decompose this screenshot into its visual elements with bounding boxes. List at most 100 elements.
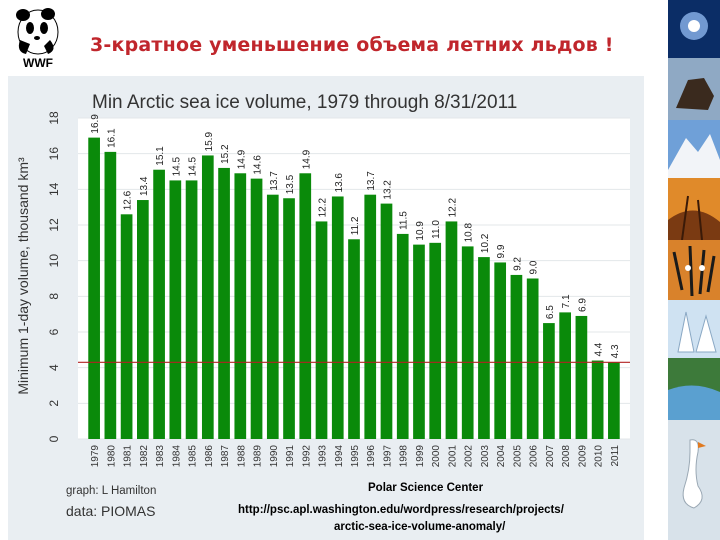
swan-photo-icon	[668, 420, 720, 540]
x-tick-label: 1994	[334, 445, 345, 468]
bar	[608, 362, 620, 439]
x-tick-label: 2009	[577, 445, 588, 468]
y-tick-label: 14	[47, 182, 61, 196]
value-label: 6.5	[545, 305, 556, 319]
value-label: 10.9	[415, 221, 426, 241]
value-label: 14.5	[188, 157, 199, 177]
value-label: 15.2	[220, 144, 231, 164]
x-tick-label: 1980	[106, 445, 117, 468]
y-tick-label: 18	[47, 111, 61, 125]
value-label: 14.9	[301, 149, 312, 169]
y-tick-label: 8	[47, 293, 61, 300]
value-label: 14.9	[236, 149, 247, 169]
horse-photo-icon	[668, 58, 720, 120]
bar	[218, 167, 230, 439]
value-label: 15.9	[204, 132, 215, 152]
value-label: 9.2	[512, 257, 523, 271]
x-tick-label: 2000	[431, 445, 442, 468]
x-tick-label: 1981	[123, 445, 134, 468]
value-label: 11.5	[399, 211, 410, 230]
value-label: 12.2	[447, 198, 458, 218]
bar	[283, 198, 295, 439]
space-photo-icon	[668, 0, 720, 58]
value-label: 15.1	[155, 146, 166, 166]
y-tick-labels: 0 2 4 6 8 10 12 14 16 18	[47, 111, 61, 442]
value-labels: 16.9 16.1 12.6 13.4 15.1 14.5 14.5 15.9 15.2 14.9…	[90, 114, 621, 359]
value-label: 6.9	[577, 298, 588, 312]
value-label: 7.1	[561, 294, 572, 308]
x-tick-label: 1996	[366, 445, 377, 468]
value-label: 13.7	[269, 171, 280, 191]
bar	[104, 151, 117, 439]
source-url-line-2[interactable]: arctic-sea-ice-volume-anomaly/	[334, 521, 506, 533]
bar	[526, 278, 539, 439]
x-tick-label: 1986	[204, 445, 215, 468]
x-tick-label: 2008	[561, 445, 572, 468]
x-tick-label: 1984	[171, 445, 182, 468]
data-credit: data: PIOMAS	[66, 503, 156, 519]
value-label: 11.2	[350, 216, 361, 235]
value-label: 13.4	[139, 176, 150, 196]
x-tick-label: 1997	[382, 445, 393, 468]
y-tick-label: 6	[47, 328, 61, 335]
value-label: 11.0	[431, 220, 442, 239]
bar	[543, 323, 555, 439]
value-label: 10.8	[464, 222, 475, 242]
bar	[120, 214, 133, 439]
value-label: 13.7	[366, 171, 377, 191]
bar	[364, 194, 377, 439]
x-tick-label: 1979	[90, 445, 101, 468]
value-label: 4.4	[594, 342, 605, 356]
x-tick-label: 1995	[350, 445, 361, 468]
graph-credit: graph: L Hamilton	[66, 485, 157, 497]
bar	[169, 180, 182, 439]
tiger-photo-icon	[668, 240, 720, 300]
value-label: 9.0	[529, 260, 540, 274]
bar	[413, 244, 425, 439]
x-tick-label: 1992	[301, 445, 312, 468]
bar	[315, 221, 328, 439]
bar	[429, 242, 442, 439]
value-label: 14.5	[171, 157, 182, 177]
x-tick-label: 2001	[447, 445, 458, 468]
value-label: 16.9	[90, 114, 101, 134]
x-tick-label: 2007	[545, 445, 556, 468]
source-center: Polar Science Center	[368, 482, 484, 494]
value-label: 12.2	[318, 198, 329, 218]
wwf-logo-text: WWF	[23, 56, 53, 70]
bar	[185, 180, 198, 439]
value-label: 16.1	[106, 128, 117, 148]
value-label: 14.6	[253, 155, 264, 175]
bar	[591, 360, 604, 439]
value-label: 9.9	[496, 244, 507, 258]
x-tick-labels: 1979 1980 1981 1982 1983 1984 1985 1986 1987 1988…	[90, 445, 621, 468]
bar	[137, 200, 149, 439]
value-label: 4.3	[610, 344, 621, 358]
chart-title: Min Arctic sea ice volume, 1979 through …	[92, 92, 517, 113]
bar	[559, 312, 571, 439]
x-tick-label: 1983	[155, 445, 166, 468]
y-tick-label: 10	[47, 254, 61, 268]
x-tick-label: 1991	[285, 445, 296, 468]
bar	[88, 137, 100, 439]
chart-panel: Min Arctic sea ice volume, 1979 through …	[8, 76, 644, 540]
value-label: 10.2	[480, 233, 491, 253]
y-tick-label: 16	[47, 147, 61, 161]
y-tick-label: 4	[47, 364, 61, 371]
bar	[380, 203, 393, 439]
x-tick-label: 2004	[496, 445, 507, 468]
bar	[250, 178, 263, 439]
photo-strip	[668, 0, 720, 540]
mountain-photo-icon	[668, 120, 720, 178]
x-tick-label: 1987	[220, 445, 231, 468]
sea-ice-chart: Min Arctic sea ice volume, 1979 through …	[15, 92, 630, 468]
bar	[445, 221, 458, 439]
wwf-panda-logo: WWF	[16, 8, 59, 70]
x-tick-label: 2010	[594, 445, 605, 468]
bar	[201, 155, 214, 439]
source-url-line-1[interactable]: http://psc.apl.washington.edu/wordpress/…	[238, 504, 564, 516]
y-tick-label: 12	[47, 218, 61, 232]
bar	[153, 169, 165, 439]
bar	[234, 173, 247, 439]
snowy-forest-photo-icon	[668, 300, 720, 358]
